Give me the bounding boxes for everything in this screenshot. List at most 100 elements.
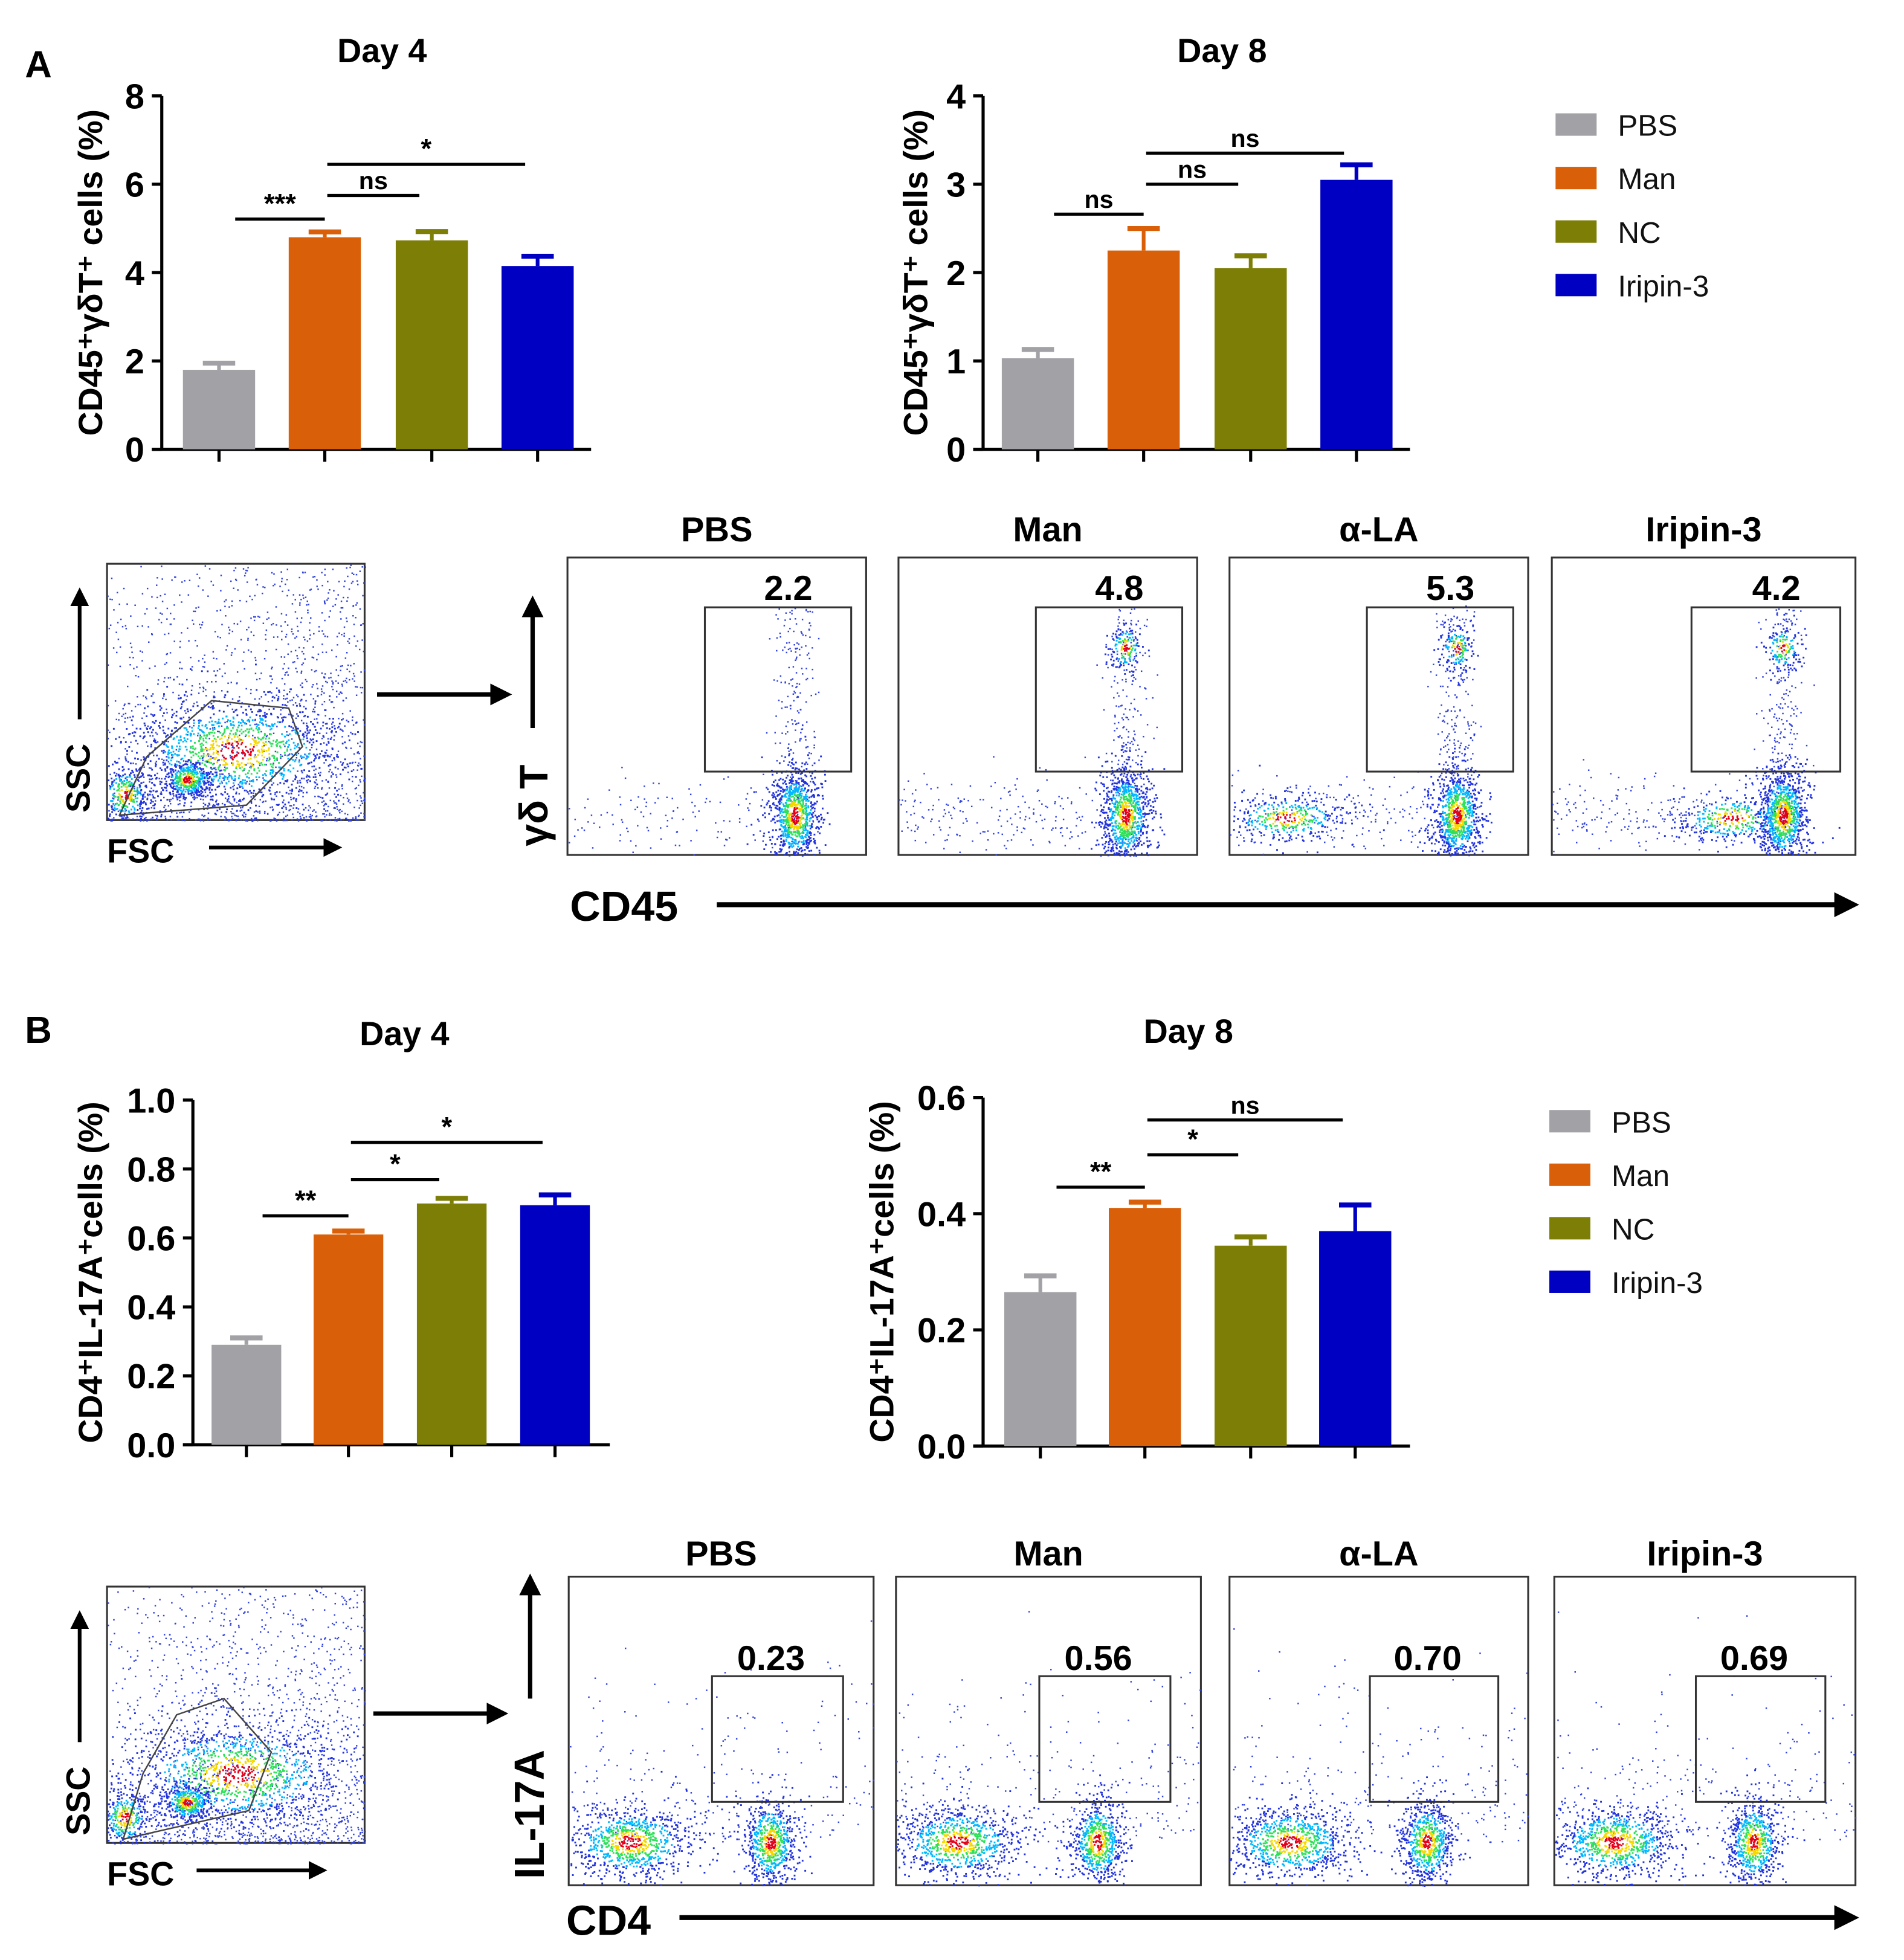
- event-dot: [674, 844, 677, 846]
- event-dot: [326, 793, 328, 796]
- event-dot: [801, 830, 804, 833]
- event-dot: [182, 779, 185, 781]
- event-dot: [354, 788, 357, 790]
- event-dot: [801, 646, 803, 648]
- event-dot: [181, 766, 183, 768]
- event-dot: [147, 762, 149, 765]
- event-dot: [201, 747, 202, 749]
- event-dot: [287, 643, 289, 645]
- event-dot: [197, 788, 199, 790]
- event-dot: [299, 711, 302, 714]
- event-dot: [190, 805, 192, 807]
- event-dot: [801, 790, 803, 792]
- event-dot: [324, 569, 326, 570]
- event-dot: [262, 706, 264, 708]
- event-dot: [251, 762, 254, 765]
- event-dot: [321, 685, 324, 687]
- event-dot: [587, 821, 589, 823]
- event-dot: [899, 799, 900, 801]
- event-dot: [164, 810, 166, 812]
- event-dot: [290, 651, 292, 653]
- event-dot: [231, 764, 234, 766]
- event-dot: [763, 773, 764, 776]
- event-dot: [232, 785, 234, 788]
- flow-plot-frame: [897, 556, 1198, 856]
- event-dot: [117, 622, 119, 624]
- event-dot: [176, 676, 178, 678]
- event-dot: [126, 776, 129, 778]
- event-dot: [164, 593, 166, 595]
- event-dot: [796, 795, 798, 797]
- event-dot: [803, 825, 805, 827]
- event-dot: [227, 704, 229, 707]
- event-dot: [338, 799, 340, 802]
- event-dot: [184, 755, 186, 757]
- event-dot: [131, 784, 133, 786]
- event-dot: [174, 764, 176, 767]
- event-dot: [166, 756, 167, 758]
- event-dot: [182, 788, 185, 791]
- event-dot: [297, 808, 300, 810]
- event-dot: [234, 779, 236, 782]
- event-dot: [636, 806, 639, 808]
- legend-label: Iripin-3: [1618, 269, 1709, 303]
- event-dot: [139, 776, 141, 778]
- event-dot: [297, 727, 299, 730]
- event-dot: [813, 796, 815, 798]
- event-dot: [140, 800, 142, 802]
- event-dot: [1135, 644, 1137, 646]
- event-dot: [569, 842, 570, 843]
- event-dot: [1022, 827, 1025, 829]
- significance-label: *: [421, 134, 432, 164]
- event-dot: [352, 614, 354, 617]
- event-dot: [295, 746, 298, 748]
- event-dot: [215, 738, 218, 741]
- event-dot: [1039, 767, 1041, 769]
- y-tick-label: 8: [125, 77, 144, 116]
- event-dot: [159, 721, 161, 724]
- event-dot: [650, 813, 651, 814]
- event-dot: [108, 765, 110, 767]
- event-dot: [333, 735, 335, 737]
- event-dot: [176, 798, 179, 801]
- event-dot: [773, 795, 775, 798]
- event-dot: [265, 738, 267, 740]
- event-dot: [1044, 818, 1046, 820]
- event-dot: [266, 759, 268, 762]
- event-dot: [349, 566, 351, 569]
- event-dot: [221, 734, 224, 737]
- event-dot: [107, 738, 109, 740]
- event-dot: [804, 813, 807, 816]
- event-dot: [252, 781, 254, 782]
- event-dot: [778, 814, 780, 816]
- event-dot: [166, 618, 168, 620]
- event-dot: [129, 799, 131, 801]
- event-dot: [347, 772, 349, 773]
- event-dot: [166, 767, 169, 769]
- event-dot: [801, 632, 803, 634]
- event-dot: [218, 730, 220, 733]
- event-dot: [802, 784, 804, 786]
- event-dot: [1129, 742, 1131, 744]
- event-dot: [797, 817, 799, 819]
- event-dot: [318, 732, 321, 735]
- event-dot: [793, 803, 796, 805]
- event-dot: [111, 785, 114, 787]
- event-dot: [287, 701, 289, 703]
- event-dot: [632, 851, 634, 853]
- event-dot: [172, 753, 174, 756]
- event-dot: [157, 683, 159, 685]
- event-dot: [150, 801, 153, 802]
- event-dot: [231, 600, 233, 602]
- event-dot: [327, 738, 329, 740]
- event-dot: [146, 698, 147, 700]
- event-dot: [243, 651, 245, 653]
- event-dot: [195, 791, 198, 793]
- event-dot: [331, 686, 333, 688]
- event-dot: [140, 793, 143, 796]
- event-dot: [163, 806, 165, 808]
- event-dot: [798, 825, 801, 828]
- event-dot: [195, 762, 198, 764]
- event-dot: [338, 810, 340, 812]
